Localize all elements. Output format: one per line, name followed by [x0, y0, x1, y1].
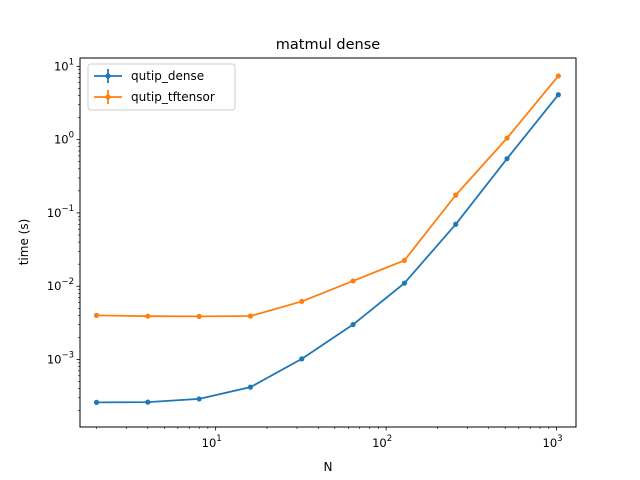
legend-box — [87, 63, 236, 111]
data-point-qutip_tftensor — [93, 312, 100, 318]
data-point-qutip_dense — [196, 396, 202, 402]
data-point-qutip_dense — [350, 321, 356, 328]
series-line-qutip_dense — [96, 94, 560, 404]
data-point-qutip_dense — [504, 156, 510, 162]
data-point-qutip_tftensor — [453, 192, 459, 198]
data-point-qutip_tftensor — [247, 313, 254, 319]
x-axis-label: N — [324, 460, 333, 474]
data-point-qutip_dense — [453, 221, 459, 227]
x-tick-exponent: 2 — [387, 434, 392, 444]
y-tick-label: 10−2 — [47, 277, 74, 293]
y-tick-exponent: 1 — [69, 57, 74, 67]
chart-title: matmul dense — [276, 37, 381, 53]
y-tick-label: 10−1 — [47, 204, 74, 220]
data-point-qutip_tftensor — [299, 298, 305, 305]
data-point-qutip_tftensor — [350, 278, 356, 284]
y-tick-base: 10 — [47, 206, 62, 220]
legend-label-qutip_tftensor: qutip_tftensor — [131, 90, 215, 104]
data-point-qutip_dense — [555, 92, 561, 98]
data-point-qutip_dense — [247, 384, 254, 390]
data-point-qutip_tftensor — [555, 73, 561, 79]
legend-marker-qutip_tftensor — [105, 94, 111, 100]
plot-area — [93, 73, 561, 405]
data-point-qutip_dense — [401, 280, 407, 286]
y-axis-label: time (s) — [17, 219, 31, 266]
legend: qutip_dense qutip_tftensor — [87, 63, 236, 111]
legend-marker-qutip_dense — [105, 73, 111, 79]
y-tick-base: 10 — [54, 133, 69, 147]
data-point-qutip_tftensor — [504, 135, 510, 141]
y-tick-base: 10 — [54, 59, 69, 73]
axes-frame — [79, 57, 577, 428]
data-point-qutip_tftensor — [401, 257, 407, 264]
legend-label-qutip_dense: qutip_dense — [131, 69, 204, 83]
data-point-qutip_dense — [299, 356, 305, 362]
y-tick-base: 10 — [47, 279, 62, 293]
series-line-qutip_tftensor — [96, 75, 560, 318]
y-tick-label: 101 — [54, 57, 74, 73]
data-point-qutip_tftensor — [145, 313, 151, 319]
y-tick-label: 10−3 — [47, 351, 74, 367]
y-tick-exponent: −1 — [61, 204, 74, 214]
x-tick-exponent: 3 — [557, 434, 562, 444]
data-point-qutip_dense — [93, 399, 100, 405]
y-tick-base: 10 — [47, 353, 62, 367]
y-tick-exponent: −3 — [61, 351, 74, 361]
data-point-qutip_dense — [145, 399, 151, 405]
x-tick-exponent: 1 — [216, 434, 221, 444]
data-point-qutip_tftensor — [196, 313, 202, 319]
y-tick-label: 100 — [54, 131, 74, 147]
y-tick-exponent: −2 — [61, 277, 74, 287]
y-tick-exponent: 0 — [69, 131, 74, 141]
